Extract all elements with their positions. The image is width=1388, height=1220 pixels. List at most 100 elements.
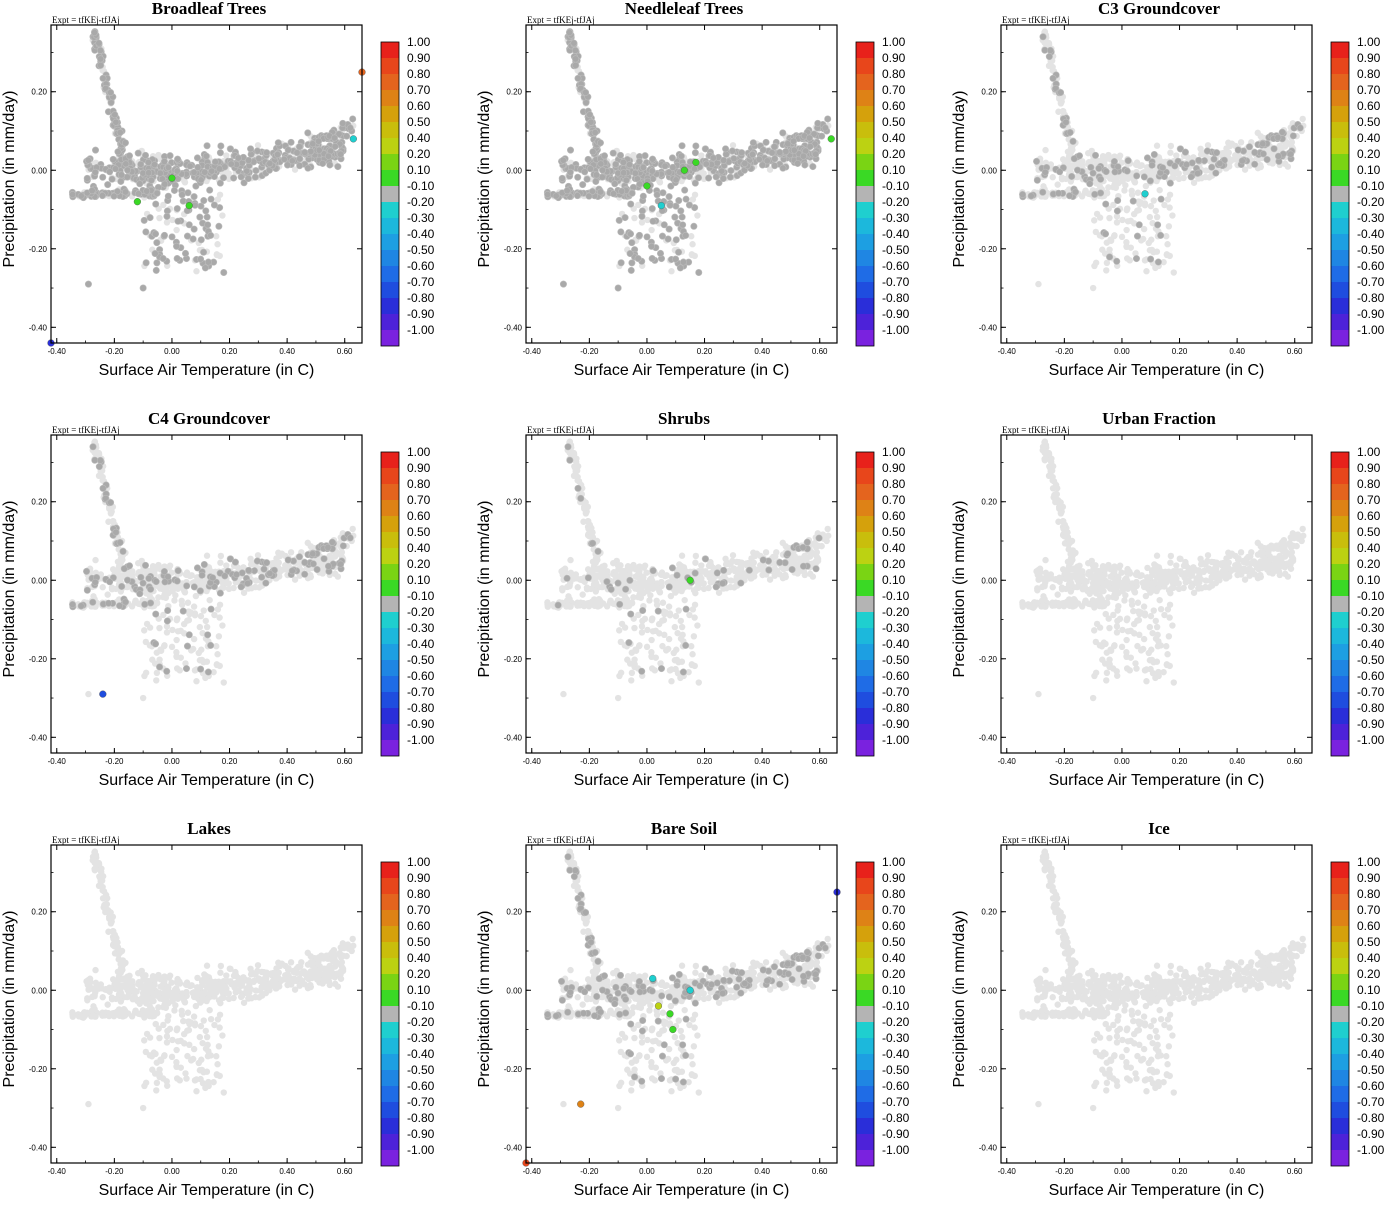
colorbar-swatch (856, 266, 874, 282)
grey-point (742, 160, 748, 166)
colorbar-swatch (381, 122, 399, 138)
background-point (1104, 190, 1110, 196)
grey-point (195, 164, 201, 170)
grey-point (167, 152, 173, 158)
grey-point (1034, 177, 1040, 183)
points-layer (69, 438, 356, 701)
background-point (175, 628, 181, 634)
colorbar-label: 0.70 (882, 83, 906, 97)
grey-point (649, 168, 655, 174)
grey-point (1204, 148, 1210, 154)
grey-point (588, 119, 594, 125)
grey-point (738, 149, 744, 155)
colored-point (828, 135, 835, 142)
grey-point (650, 218, 656, 224)
grey-point (615, 285, 621, 291)
background-point (1152, 265, 1158, 271)
background-point (288, 549, 294, 555)
background-point (1125, 218, 1131, 224)
grey-point (691, 223, 697, 229)
grey-point (302, 149, 308, 155)
colorbar-swatch (381, 218, 399, 234)
grey-point (599, 167, 605, 173)
colorbar-label: -0.20 (882, 195, 910, 209)
grey-point (593, 178, 599, 184)
background-point (157, 646, 163, 652)
background-point (281, 566, 287, 572)
grey-point (677, 265, 683, 271)
colorbar-swatch (856, 218, 874, 234)
background-point (730, 142, 736, 148)
background-point (1206, 174, 1212, 180)
colored-point (658, 202, 665, 209)
background-point (182, 179, 188, 185)
grey-point (581, 169, 587, 175)
colorbar-label: 0.50 (1357, 115, 1381, 129)
grey-point (197, 214, 203, 220)
colorbar-label: 0.20 (1357, 147, 1381, 161)
background-point (1105, 152, 1111, 158)
grey-point (1194, 170, 1200, 176)
background-point (1093, 229, 1099, 235)
colorbar-swatch (1331, 106, 1349, 122)
background-point (1168, 143, 1174, 149)
grey-point (780, 130, 786, 136)
colorbar-swatch (381, 314, 399, 330)
grey-point (245, 157, 251, 163)
grey-point (772, 156, 778, 162)
colorbar-swatch (856, 154, 874, 170)
colorbar-swatch (1331, 202, 1349, 218)
expt-label: Expt = tfKEj-tfJAj (52, 425, 120, 435)
grey-point (1159, 165, 1165, 171)
grey-point (560, 157, 566, 163)
colorbar-label: -0.70 (407, 275, 435, 289)
grey-point (1275, 153, 1281, 159)
grey-point (657, 250, 663, 256)
grey-point (340, 120, 346, 126)
grey-point (206, 187, 212, 193)
background-point (214, 662, 220, 668)
grey-point (252, 174, 258, 180)
background-point (219, 212, 225, 218)
grey-point (660, 190, 666, 196)
grey-point (1090, 170, 1096, 176)
grey-point (216, 166, 222, 172)
background-point (274, 561, 280, 567)
grey-point (111, 193, 117, 199)
colorbar-swatch (856, 58, 874, 74)
grey-point (806, 135, 812, 141)
colorbar-swatch (856, 90, 874, 106)
grey-point (683, 196, 689, 202)
background-point (1285, 163, 1291, 169)
grey-point (343, 133, 349, 139)
colorbar-swatch (1331, 138, 1349, 154)
grey-point (296, 162, 302, 168)
background-point (230, 585, 236, 591)
grey-point (112, 166, 118, 172)
grey-point (142, 152, 148, 158)
grey-point (173, 243, 179, 249)
colorbar-swatch (856, 42, 874, 58)
grey-point (247, 146, 253, 152)
grey-point (203, 153, 209, 159)
background-point (219, 622, 225, 628)
grey-point (579, 181, 585, 187)
colorbar-label: -0.90 (1357, 307, 1385, 321)
background-point (1180, 175, 1186, 181)
grey-point (670, 164, 676, 170)
grey-point (680, 259, 686, 265)
background-point (143, 639, 149, 645)
grey-point (750, 140, 756, 146)
grey-point (107, 89, 113, 95)
grey-point (204, 214, 210, 220)
colorbar-label: -0.80 (1357, 291, 1385, 305)
grey-point (1097, 190, 1103, 196)
grey-point (106, 169, 112, 175)
grey-point (1188, 174, 1194, 180)
grey-point (665, 236, 671, 242)
colorbar-swatch (381, 154, 399, 170)
background-point (1156, 187, 1162, 193)
grey-point (1147, 256, 1153, 262)
grey-point (205, 259, 211, 265)
